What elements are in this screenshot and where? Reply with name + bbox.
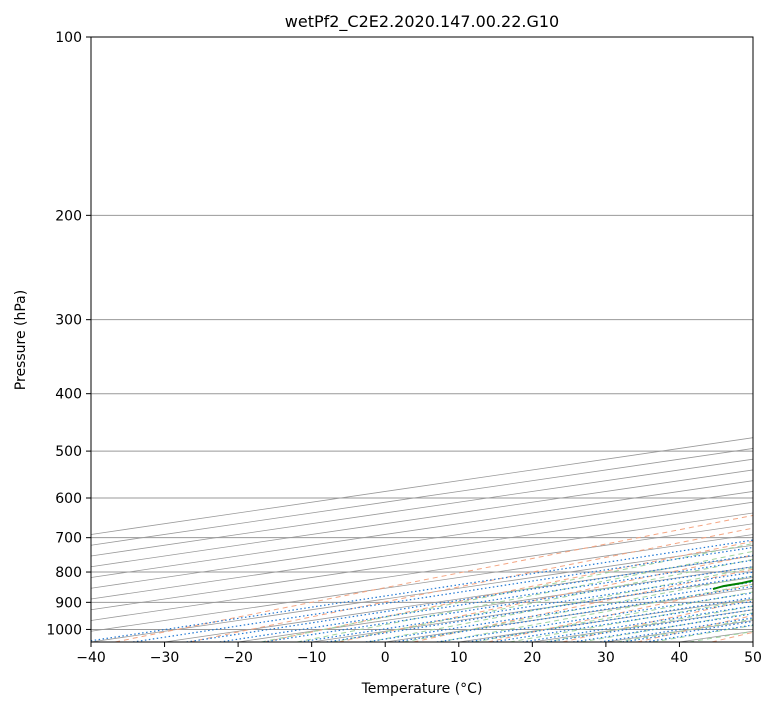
plot-frame — [90, 36, 754, 643]
x-tick-label: 40 — [671, 650, 689, 666]
mixing-ratio-line — [263, 566, 753, 642]
isotherm-line — [91, 480, 753, 578]
isotherm-line — [91, 523, 753, 621]
isotherm-line — [91, 469, 753, 568]
y-axis-label: Pressure (hPa) — [13, 290, 29, 390]
dry-adiabat-line — [189, 527, 753, 642]
mixing-ratio-line — [326, 575, 753, 642]
x-axis-label: Temperature (°C) — [361, 681, 483, 697]
x-tick-label: −40 — [76, 650, 106, 666]
moist-adiabat-line — [509, 598, 753, 642]
mixing-ratio-lines — [91, 539, 753, 642]
adiabat-lines — [115, 514, 753, 642]
mixing-ratio-line — [299, 571, 753, 642]
y-tick-label: 800 — [55, 565, 82, 581]
isotherm-line — [91, 448, 753, 546]
chart-title: wetPf2_C2E2.2020.147.00.22.G10 — [285, 12, 559, 32]
x-tick-label: 30 — [597, 650, 615, 666]
y-tick-label: 900 — [55, 595, 82, 611]
plot-grid — [91, 37, 753, 642]
y-tick-label: 100 — [55, 30, 82, 46]
x-tick-label: 10 — [450, 650, 468, 666]
isotherm-line — [91, 534, 753, 632]
isotherm-line — [91, 491, 753, 589]
x-tick-label: 50 — [744, 650, 762, 666]
mixing-ratio-line — [546, 609, 753, 642]
y-tick-label: 500 — [55, 444, 82, 460]
x-tick-label: 20 — [523, 650, 541, 666]
x-tick-label: −10 — [297, 650, 327, 666]
x-tick-label: −20 — [223, 650, 253, 666]
isotherm-line — [91, 458, 753, 557]
y-tick-label: 1000 — [46, 622, 82, 638]
moist-adiabat-line — [368, 567, 753, 642]
y-tick-label: 400 — [55, 387, 82, 403]
isotherm-line — [91, 512, 753, 611]
moist-adiabat-line — [403, 575, 753, 642]
y-tick-label: 200 — [55, 208, 82, 224]
axis-ticks: −40 −30 −20 −10 0 10 20 30 40 50 100 200 300 400 500 60… — [46, 30, 762, 666]
y-tick-label: 300 — [55, 313, 82, 329]
x-tick-label: 0 — [381, 650, 390, 666]
x-tick-label: −30 — [150, 650, 180, 666]
y-tick-label: 700 — [55, 531, 82, 547]
dry-adiabat-line — [115, 514, 753, 642]
y-tick-label: 600 — [55, 491, 82, 507]
isotherm-line — [91, 501, 753, 600]
